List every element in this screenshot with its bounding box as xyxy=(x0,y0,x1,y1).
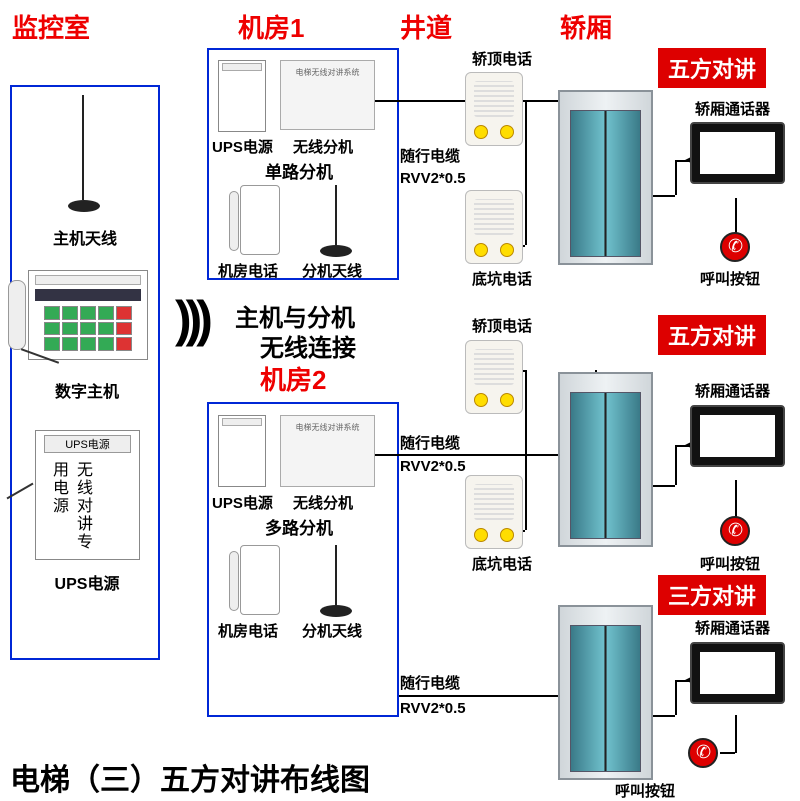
intercom2-label: 轿厢通话器 xyxy=(695,380,770,401)
header-monitor: 监控室 xyxy=(12,8,90,45)
banner1: 五方对讲 xyxy=(658,48,766,88)
room1-antenna-label: 分机天线 xyxy=(302,260,362,281)
room1-ups-label: UPS电源 xyxy=(212,136,273,157)
intercom2 xyxy=(690,405,785,467)
banner3: 三方对讲 xyxy=(658,575,766,615)
header-room2: 机房2 xyxy=(260,360,326,397)
top-phone2-label: 轿顶电话 xyxy=(472,315,532,336)
call-btn3-label: 呼叫按钮 xyxy=(615,780,675,801)
monitor-ups-label: UPS电源 xyxy=(42,570,132,594)
call-btn3[interactable] xyxy=(688,738,718,768)
digital-host-label: 数字主机 xyxy=(42,378,132,402)
digital-host xyxy=(28,270,148,360)
room1-phone-label: 机房电话 xyxy=(218,260,278,281)
host-handset xyxy=(8,280,26,350)
top-speaker2 xyxy=(465,340,523,414)
cable1-label: 随行电缆 xyxy=(400,145,460,166)
room2-extension: 电梯无线对讲系统 xyxy=(280,415,375,487)
room1-phone xyxy=(240,185,280,255)
room1-ups xyxy=(218,60,266,132)
header-shaft: 井道 xyxy=(400,8,452,45)
room2-antenna-label: 分机天线 xyxy=(302,620,362,641)
diagram-title: 电梯（三）五方对讲布线图 xyxy=(10,755,370,799)
cable3-label: 随行电缆 xyxy=(400,672,460,693)
room2-antenna-rod xyxy=(335,545,337,605)
room1-ext-type: 单路分机 xyxy=(265,158,333,183)
room2-phone-label: 机房电话 xyxy=(218,620,278,641)
intercom3 xyxy=(690,642,785,704)
room2-ext-type: 多路分机 xyxy=(265,514,333,539)
elevator3 xyxy=(558,605,653,780)
cable2-spec: RVV2*0.5 xyxy=(400,458,466,475)
intercom1 xyxy=(690,122,785,184)
host-antenna-label: 主机天线 xyxy=(40,225,130,249)
room1-ext-label: 无线分机 xyxy=(293,136,353,157)
room1-antenna-base xyxy=(320,245,352,257)
room2-antenna-base xyxy=(320,605,352,617)
pit-phone2-label: 底坑电话 xyxy=(472,553,532,574)
wireless-text-2: 无线连接 xyxy=(260,328,356,363)
elevator1 xyxy=(558,90,653,265)
elevator2 xyxy=(558,372,653,547)
cable3-spec: RVV2*0.5 xyxy=(400,700,466,717)
monitor-ups: UPS电源 无线对讲专用电源 xyxy=(35,430,140,560)
host-antenna-rod xyxy=(82,95,84,200)
host-antenna-base xyxy=(68,200,100,212)
top-speaker1 xyxy=(465,72,523,146)
pit-speaker1 xyxy=(465,190,523,264)
room1-antenna-rod xyxy=(335,185,337,245)
cable2-label: 随行电缆 xyxy=(400,432,460,453)
room2-ups xyxy=(218,415,266,487)
room2-ext-label: 无线分机 xyxy=(293,492,353,513)
call-btn1[interactable] xyxy=(720,232,750,262)
call-btn2-label: 呼叫按钮 xyxy=(700,553,760,574)
call-btn2[interactable] xyxy=(720,516,750,546)
top-phone1-label: 轿顶电话 xyxy=(472,48,532,69)
banner2: 五方对讲 xyxy=(658,315,766,355)
wireless-signal-icon: ))) xyxy=(175,290,207,348)
header-room1: 机房1 xyxy=(238,8,304,45)
pit-speaker2 xyxy=(465,475,523,549)
pit-phone1-label: 底坑电话 xyxy=(472,268,532,289)
call-btn1-label: 呼叫按钮 xyxy=(700,268,760,289)
room2-phone xyxy=(240,545,280,615)
header-car: 轿厢 xyxy=(560,8,612,45)
cable1-spec: RVV2*0.5 xyxy=(400,170,466,187)
intercom3-label: 轿厢通话器 xyxy=(695,617,770,638)
intercom1-label: 轿厢通话器 xyxy=(695,98,770,119)
room1-extension: 电梯无线对讲系统 xyxy=(280,60,375,130)
room2-ups-label: UPS电源 xyxy=(212,492,273,513)
